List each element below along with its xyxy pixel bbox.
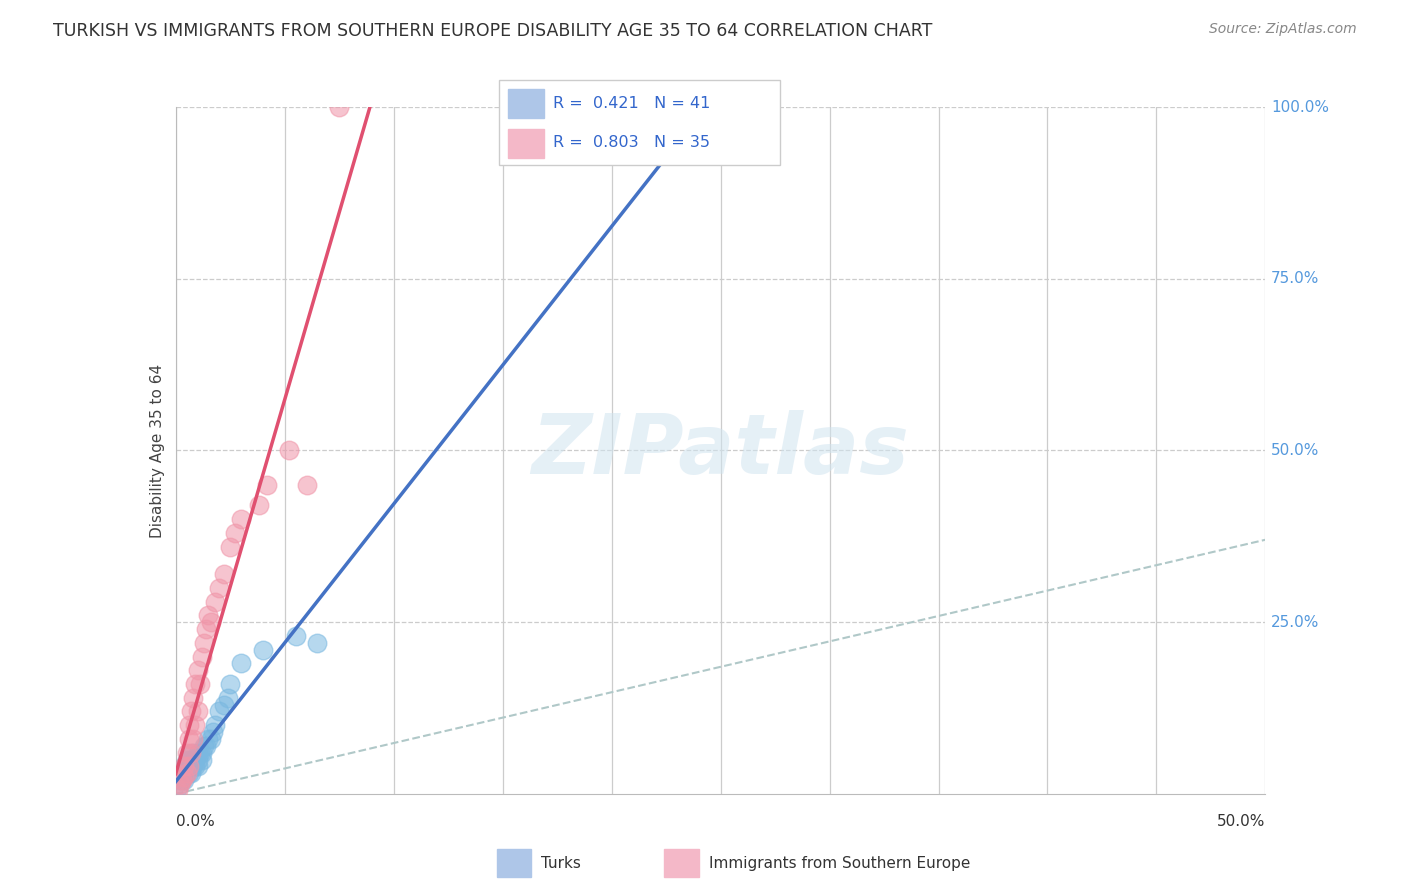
Point [177, 759, 200, 773]
Point [195, 739, 218, 753]
Point [219, 677, 242, 691]
Point [208, 581, 231, 595]
Point [195, 622, 218, 636]
Point [176, 746, 198, 760]
Point [169, 776, 191, 790]
Text: Turks: Turks [541, 855, 581, 871]
Text: 0.0%: 0.0% [176, 814, 215, 830]
Point [184, 753, 207, 767]
Point [204, 718, 226, 732]
Point [172, 773, 194, 788]
Point [197, 731, 219, 746]
Text: 75.0%: 75.0% [1271, 271, 1319, 286]
Point [181, 759, 204, 773]
Text: R =  0.803   N = 35: R = 0.803 N = 35 [553, 136, 710, 151]
Point [193, 739, 215, 753]
Point [173, 766, 195, 780]
Point [328, 100, 350, 114]
Point [307, 636, 329, 650]
Point [180, 705, 202, 719]
Bar [508, 89, 544, 119]
Point [191, 649, 214, 664]
Text: Source: ZipAtlas.com: Source: ZipAtlas.com [1209, 22, 1357, 37]
Point [177, 753, 200, 767]
Point [177, 766, 200, 780]
Text: 25.0%: 25.0% [1271, 615, 1319, 630]
Point [173, 759, 195, 773]
Point [208, 705, 231, 719]
Point [219, 540, 242, 554]
Point [247, 499, 270, 513]
Point [176, 753, 198, 767]
Point [181, 746, 204, 760]
Bar [508, 128, 544, 158]
Point [167, 783, 190, 797]
Bar [664, 849, 699, 877]
Point [200, 615, 222, 630]
Point [224, 525, 246, 540]
Point [180, 753, 202, 767]
Point [278, 443, 301, 458]
Point [201, 725, 224, 739]
Text: TURKISH VS IMMIGRANTS FROM SOUTHERN EUROPE DISABILITY AGE 35 TO 64 CORRELATION C: TURKISH VS IMMIGRANTS FROM SOUTHERN EURO… [53, 22, 932, 40]
Point [186, 663, 209, 677]
Point [204, 594, 226, 608]
Point [252, 642, 274, 657]
Point [188, 677, 211, 691]
Point [256, 478, 278, 492]
Point [181, 690, 204, 705]
Text: ZIPatlas: ZIPatlas [531, 410, 910, 491]
Point [186, 705, 209, 719]
Point [180, 746, 202, 760]
Point [184, 677, 207, 691]
Point [172, 766, 194, 780]
Point [176, 766, 198, 780]
Point [181, 731, 204, 746]
Point [180, 766, 202, 780]
Point [217, 690, 239, 705]
Point [186, 746, 209, 760]
Point [212, 698, 235, 712]
Point [167, 780, 190, 794]
Point [173, 770, 195, 784]
Point [177, 718, 200, 732]
Point [212, 567, 235, 582]
Text: R =  0.421   N = 41: R = 0.421 N = 41 [553, 95, 710, 111]
Y-axis label: Disability Age 35 to 64: Disability Age 35 to 64 [149, 363, 165, 538]
Text: 100.0%: 100.0% [1271, 100, 1329, 114]
Text: 50.0%: 50.0% [1271, 443, 1319, 458]
Point [172, 773, 194, 788]
FancyBboxPatch shape [499, 80, 780, 165]
Point [177, 731, 200, 746]
Point [184, 718, 207, 732]
Point [231, 512, 253, 526]
Point [188, 746, 211, 760]
Point [181, 753, 204, 767]
Point [180, 759, 202, 773]
Point [176, 766, 198, 780]
Point [191, 753, 214, 767]
Point [197, 608, 219, 623]
Text: 50.0%: 50.0% [1218, 814, 1265, 830]
Point [173, 773, 195, 788]
Point [200, 731, 222, 746]
Point [284, 629, 307, 643]
Point [186, 753, 209, 767]
Point [295, 478, 318, 492]
Text: Immigrants from Southern Europe: Immigrants from Southern Europe [709, 855, 970, 871]
Point [173, 759, 195, 773]
Point [184, 759, 207, 773]
Point [191, 746, 214, 760]
Point [193, 636, 215, 650]
Point [186, 759, 209, 773]
Bar [498, 849, 531, 877]
Point [176, 759, 198, 773]
Point [231, 657, 253, 671]
Point [169, 773, 191, 788]
Point [177, 759, 200, 773]
